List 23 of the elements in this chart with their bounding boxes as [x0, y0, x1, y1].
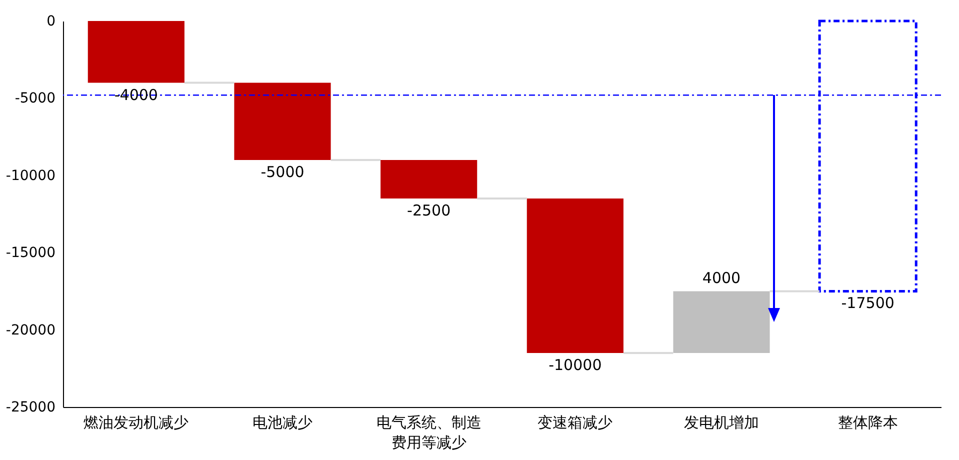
data-label: -2500 — [407, 202, 451, 220]
y-tick-label: -20000 — [6, 322, 56, 338]
bar — [673, 291, 770, 353]
x-tick-label: 整体降本 — [838, 414, 898, 432]
data-label: -4000 — [114, 86, 158, 104]
data-label: -17500 — [841, 294, 894, 312]
x-tick-label: 燃油发动机减少 — [84, 414, 189, 432]
bar — [380, 160, 478, 199]
data-label: -10000 — [548, 356, 602, 374]
y-tick-label: -10000 — [6, 168, 56, 184]
x-tick-label: 电池减少 — [252, 414, 312, 432]
y-tick-label: 0 — [46, 14, 56, 30]
bar — [88, 21, 184, 83]
x-tick-label: 变速箱减少 — [538, 414, 613, 432]
data-label: -5000 — [260, 162, 304, 181]
y-tick-label: -5000 — [14, 90, 56, 107]
bar — [234, 82, 331, 160]
bar — [526, 198, 624, 353]
y-tick-label: -15000 — [6, 245, 56, 262]
data-label: 4000 — [702, 269, 741, 288]
x-tick-label: 电气系统、制造费用等减少 — [376, 414, 482, 452]
y-tick-label: -25000 — [6, 400, 56, 416]
x-tick-label: 发电机增加 — [684, 414, 759, 432]
